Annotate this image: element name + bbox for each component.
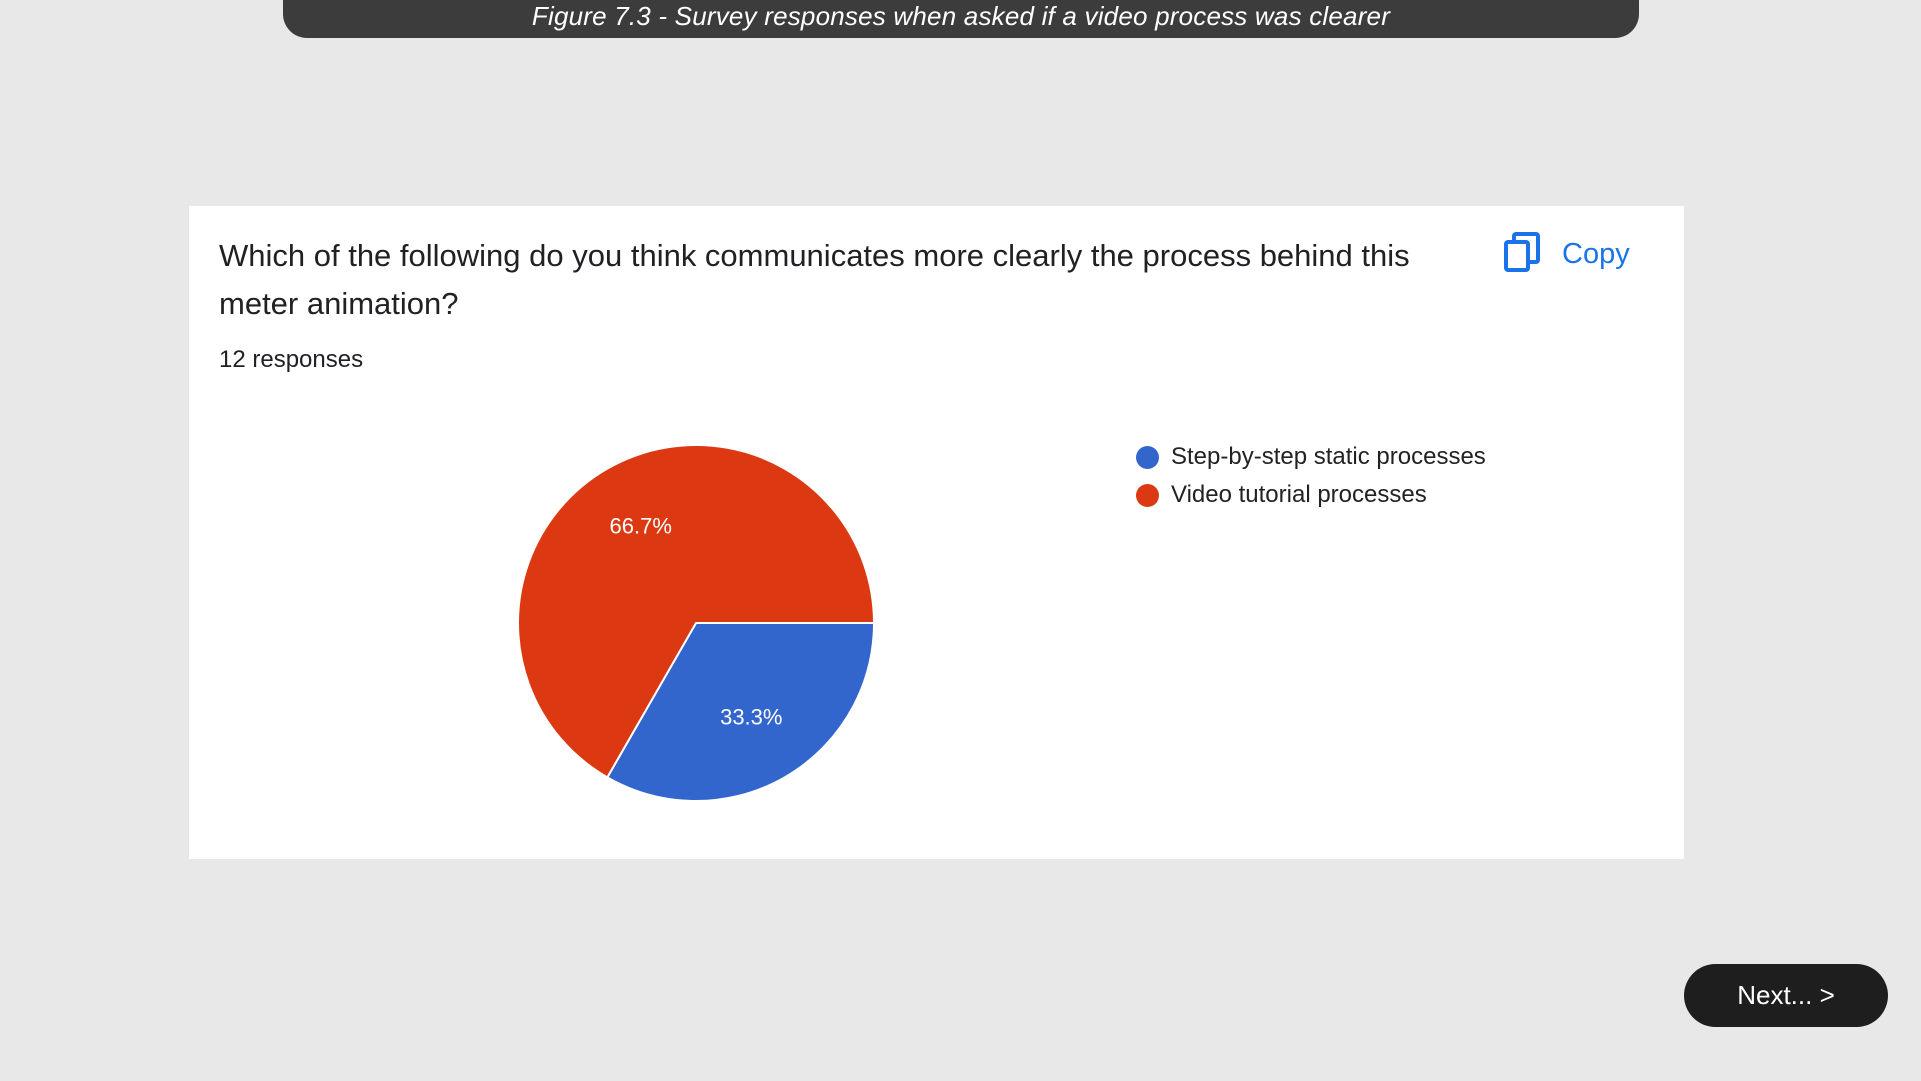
legend-swatch-2 [1136,483,1159,507]
legend-item-2: Video tutorial processes [1136,476,1486,514]
response-count: 12 responses [219,346,364,373]
legend-item-1: Step-by-step static processes [1136,438,1486,476]
figure-caption: Figure 7.3 - Survey responses when asked… [531,1,1391,31]
pie-slice-label-1: 33.3% [720,704,782,729]
figure-caption-bar: Figure 7.3 - Survey responses when asked… [283,0,1639,38]
pie-chart: 33.3% 66.7% [517,444,876,802]
legend-swatch-1 [1136,445,1159,469]
copy-label: Copy [1562,238,1630,270]
pie-slice-2 [517,444,876,779]
survey-response-card: Which of the following do you think comm… [189,206,1684,859]
legend-label-2: Video tutorial processes [1171,481,1427,508]
pie-slice-1 [605,622,876,802]
pie-slice-label-2: 66.7% [610,513,672,538]
copy-button[interactable]: Copy [1504,232,1630,277]
question-title: Which of the following do you think comm… [219,238,1410,321]
legend-label-1: Step-by-step static processes [1171,443,1486,470]
chart-legend: Step-by-step static processes Video tutor… [1136,438,1486,514]
copy-icon [1504,232,1540,277]
next-button[interactable]: Next... > [1684,964,1888,1027]
